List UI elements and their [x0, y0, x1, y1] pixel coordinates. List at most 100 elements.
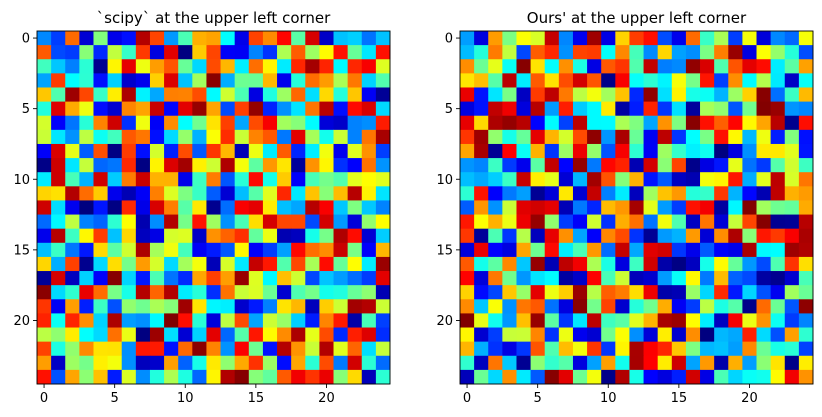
heatmap-cell: [460, 101, 475, 117]
heatmap-cell: [333, 341, 349, 357]
heatmap-cell: [305, 172, 320, 187]
heatmap-cell: [107, 256, 123, 272]
heatmap-cell: [615, 271, 630, 286]
heatmap-cell: [121, 256, 137, 272]
heatmap-cell: [248, 369, 264, 385]
heatmap-cell: [544, 228, 560, 244]
heatmap-cell: [798, 172, 814, 187]
heatmap-cell: [671, 327, 687, 343]
heatmap-cell: [65, 73, 80, 88]
heatmap-cell: [756, 45, 772, 60]
heatmap-cell: [657, 87, 673, 102]
heatmap-cell: [135, 355, 151, 371]
heatmap-cell: [601, 200, 616, 215]
heatmap-cell: [700, 327, 715, 343]
heatmap-cell: [601, 313, 616, 328]
heatmap-cell: [601, 341, 616, 357]
heatmap-cell: [784, 73, 800, 88]
heatmap-cell: [671, 172, 687, 187]
heatmap-cell: [714, 256, 729, 272]
heatmap-cell: [657, 242, 673, 258]
heatmap-cell: [121, 285, 137, 300]
heatmap-cell: [770, 200, 786, 215]
heatmap-cell: [488, 143, 503, 159]
heatmap-cell: [558, 242, 574, 258]
heatmap-cell: [262, 73, 278, 88]
heatmap-cell: [728, 271, 743, 286]
heatmap-cell: [277, 271, 292, 286]
heatmap-cell: [488, 256, 503, 272]
heatmap-cell: [502, 228, 517, 244]
heatmap-cell: [643, 59, 659, 74]
heatmap-cell: [784, 45, 800, 60]
heatmap-cell: [657, 369, 673, 385]
heatmap-cell: [375, 172, 391, 187]
heatmap-cell: [685, 313, 701, 328]
heatmap-cell: [375, 200, 391, 215]
heatmap-cell: [37, 242, 52, 258]
heatmap-cell: [488, 101, 503, 117]
heatmap-cell: [728, 200, 743, 215]
heatmap-cell: [671, 299, 687, 314]
heatmap-cell: [248, 271, 264, 286]
heatmap-cell: [572, 87, 588, 102]
heatmap-cell: [107, 143, 123, 159]
heatmap-cell: [756, 242, 772, 258]
heatmap-cell: [544, 299, 560, 314]
heatmap-cell: [192, 158, 207, 173]
heatmap-cell: [502, 369, 517, 385]
heatmap-cell: [291, 256, 306, 272]
heatmap-cell: [587, 31, 602, 46]
heatmap-cell: [319, 115, 334, 131]
heatmap-cell: [262, 214, 278, 230]
heatmap-cell: [742, 355, 757, 371]
heatmap-cell: [248, 313, 264, 328]
heatmap-cell: [714, 369, 729, 385]
heatmap-cell: [37, 214, 52, 230]
heatmap-cell: [544, 172, 560, 187]
heatmap-cell: [798, 327, 814, 343]
heatmap-cell: [93, 73, 108, 88]
heatmap-cell: [37, 31, 52, 46]
heatmap-cell: [700, 242, 715, 258]
heatmap-cell: [671, 256, 687, 272]
heatmap-cell: [319, 186, 334, 201]
heatmap-cell: [657, 327, 673, 343]
heatmap-cell: [671, 129, 687, 145]
heatmap-cell: [544, 31, 560, 46]
heatmap-cell: [93, 355, 108, 371]
heatmap-cell: [728, 129, 743, 145]
chart-title: Ours' at the upper left corner: [527, 9, 747, 27]
heatmap-cell: [192, 369, 207, 385]
heatmap-cell: [615, 313, 630, 328]
heatmap-cell: [319, 129, 334, 145]
heatmap-cell: [502, 214, 517, 230]
heatmap-cell: [643, 158, 659, 173]
heatmap-cell: [601, 299, 616, 314]
heatmap-cell: [544, 186, 560, 201]
heatmap-cell: [121, 327, 137, 343]
heatmap-cell: [333, 129, 349, 145]
heatmap-cell: [460, 31, 475, 46]
heatmap-cell: [728, 327, 743, 343]
heatmap-cell: [361, 73, 377, 88]
heatmap-cell: [798, 186, 814, 201]
heatmap-cell: [488, 158, 503, 173]
heatmap-cell: [615, 101, 630, 117]
heatmap-cell: [37, 59, 52, 74]
heatmap-cell: [728, 45, 743, 60]
heatmap-cell: [488, 73, 503, 88]
heatmap-cell: [643, 355, 659, 371]
heatmap-cell: [347, 299, 363, 314]
heatmap-cell: [629, 355, 644, 371]
heatmap-cell: [728, 214, 743, 230]
y-tick-label: 5: [445, 102, 453, 117]
heatmap-cell: [262, 129, 278, 145]
heatmap-cell: [488, 327, 503, 343]
heatmap-cell: [502, 87, 517, 102]
heatmap-cell: [375, 87, 391, 102]
heatmap-cell: [37, 129, 52, 145]
heatmap-cell: [742, 158, 757, 173]
heatmap-cell: [685, 214, 701, 230]
heatmap-cell: [51, 341, 66, 357]
